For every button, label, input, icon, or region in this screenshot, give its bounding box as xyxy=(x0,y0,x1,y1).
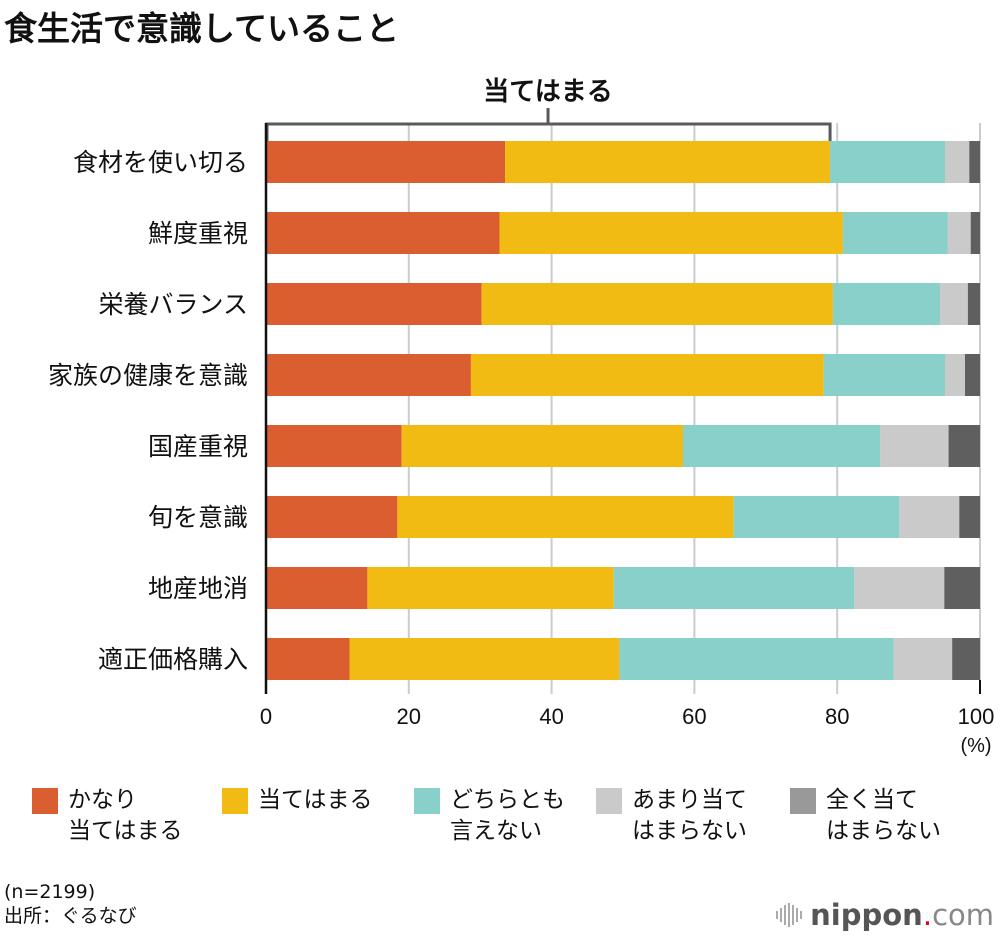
category-label: 鮮度重視 xyxy=(148,219,248,248)
bar-row xyxy=(266,283,980,325)
bar-segment xyxy=(880,425,949,467)
bar-segment xyxy=(959,496,980,538)
legend-swatch xyxy=(32,788,58,814)
bar-row xyxy=(266,638,980,680)
x-tick-label: 40 xyxy=(539,704,563,729)
category-label: 地産地消 xyxy=(148,574,248,603)
x-tick-label: 60 xyxy=(682,704,706,729)
x-axis: 0 20 40 60 80 100 xyxy=(260,123,994,729)
bar-segment xyxy=(969,141,980,183)
category-label: 栄養バランス xyxy=(98,290,248,319)
bar-segment xyxy=(401,425,683,467)
bar-segment xyxy=(349,638,620,680)
bar-row xyxy=(266,141,980,183)
bar-segment xyxy=(854,567,945,609)
bar-segment xyxy=(266,212,500,254)
logo-mark-icon xyxy=(776,903,803,927)
legend-label: かなり 当てはまる xyxy=(68,787,183,844)
bar-row xyxy=(266,567,980,609)
nippon-logo: nippon. com xyxy=(776,898,994,932)
category-label: 適正価格購入 xyxy=(98,645,248,674)
logo-tld: com xyxy=(932,898,994,932)
bar-segment xyxy=(470,354,824,396)
x-tick-label: 80 xyxy=(825,704,849,729)
category-label: 食材を使い切る xyxy=(73,148,248,177)
bar-segment xyxy=(952,638,980,680)
bar-segment xyxy=(823,354,946,396)
bar-segment xyxy=(965,354,980,396)
bar-segment xyxy=(266,425,402,467)
bar-segment xyxy=(682,425,881,467)
category-label: 国産重視 xyxy=(148,432,248,461)
category-label: 旬を意識 xyxy=(148,503,248,532)
bar-segment xyxy=(830,141,946,183)
x-tick-label: 20 xyxy=(397,704,421,729)
bar-segment xyxy=(945,354,966,396)
bar-segment xyxy=(266,567,368,609)
bar-row xyxy=(266,496,980,538)
bar-segment xyxy=(266,496,398,538)
bar-segment xyxy=(948,425,980,467)
x-tick-label: 0 xyxy=(260,704,272,729)
bar-segment xyxy=(367,567,614,609)
legend-swatch xyxy=(596,788,622,814)
category-label: 家族の健康を意識 xyxy=(48,361,248,390)
bar-row xyxy=(266,212,980,254)
bar-segment xyxy=(397,496,734,538)
legend-item: どちらとも 言えない xyxy=(414,785,565,847)
legend-label: 当てはまる xyxy=(258,787,373,813)
bar-row xyxy=(266,425,980,467)
x-axis-unit: (%) xyxy=(960,735,991,757)
bar-segment xyxy=(266,354,471,396)
bar-segment xyxy=(944,567,980,609)
bracket-label: 当てはまる xyxy=(483,77,612,107)
bar-segment xyxy=(505,141,831,183)
sample-size: (n=2199) xyxy=(4,881,96,903)
bracket-line xyxy=(265,108,832,141)
bar-segment xyxy=(893,638,953,680)
logo-dot: . xyxy=(922,898,933,932)
bar-segment xyxy=(613,567,855,609)
footnote: (n=2199) 出所：ぐるなび xyxy=(4,880,137,928)
legend-swatch xyxy=(790,788,816,814)
bar-segment xyxy=(842,212,948,254)
bar-segment xyxy=(266,638,350,680)
bar-row xyxy=(266,354,980,396)
legend-item: 全く当て はまらない xyxy=(790,785,941,847)
bar-segment xyxy=(899,496,960,538)
legend-label: 全く当て はまらない xyxy=(826,787,941,844)
bars xyxy=(266,141,980,680)
legend-item: かなり 当てはまる xyxy=(32,785,183,847)
legend-label: あまり当て はまらない xyxy=(632,787,747,844)
legend-item: あまり当て はまらない xyxy=(596,785,747,847)
bracket-annotation: 当てはまる xyxy=(265,77,832,141)
bar-segment xyxy=(266,141,506,183)
source: 出所：ぐるなび xyxy=(4,905,137,927)
bar-segment xyxy=(967,283,980,325)
legend-swatch xyxy=(222,788,248,814)
bar-segment xyxy=(266,283,482,325)
legend-item: 当てはまる xyxy=(222,785,373,816)
bar-segment xyxy=(481,283,833,325)
bar-segment xyxy=(940,283,968,325)
x-tick-label: 100 xyxy=(958,704,995,729)
legend: かなり 当てはまる 当てはまる どちらとも 言えない あまり当て はまらない 全く当て … xyxy=(0,785,1000,855)
legend-swatch xyxy=(414,788,440,814)
legend-label: どちらとも 言えない xyxy=(450,787,565,844)
bar-segment xyxy=(945,141,970,183)
bar-segment xyxy=(499,212,843,254)
logo-name: nippon xyxy=(810,898,923,932)
bar-segment xyxy=(733,496,900,538)
chart-title: 食生活で意識していること xyxy=(4,9,400,48)
chart: 当てはまる 食材を使い切る鮮度重視栄養バランス家族の健康を意識国産重視旬を意識地… xyxy=(48,77,994,757)
bar-segment xyxy=(832,283,941,325)
bar-segment xyxy=(947,212,971,254)
bar-segment xyxy=(619,638,894,680)
bar-segment xyxy=(970,212,980,254)
category-labels: 食材を使い切る鮮度重視栄養バランス家族の健康を意識国産重視旬を意識地産地消適正価… xyxy=(48,148,248,674)
